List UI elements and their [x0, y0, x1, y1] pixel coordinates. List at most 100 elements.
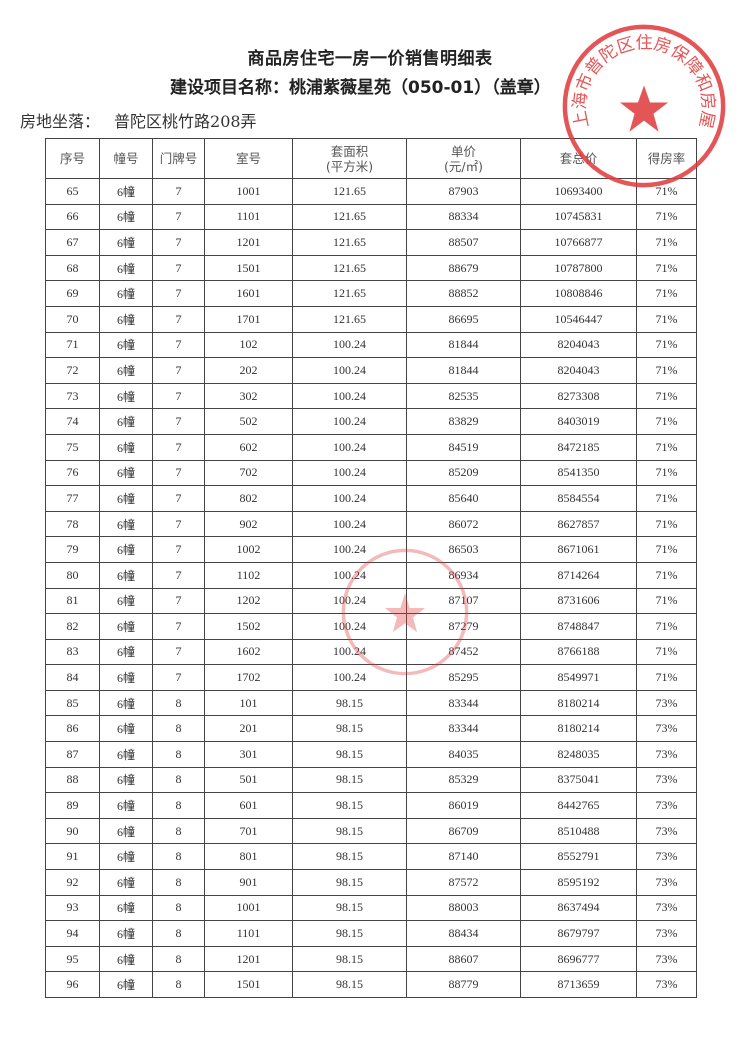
cell-unit-price: 87107	[406, 587, 521, 615]
table-row: 83 6幢 7 1602 100.24 87452 8766188 71%	[45, 638, 697, 666]
cell-efficiency-rate: 73%	[636, 689, 697, 717]
cell-building: 6幢	[99, 613, 153, 640]
cell-seq: 92	[45, 869, 100, 896]
cell-building: 6幢	[99, 357, 153, 384]
cell-efficiency-rate: 71%	[636, 561, 697, 589]
cell-door-number: 7	[152, 485, 205, 512]
cell-total-price: 8637494	[520, 894, 637, 922]
cell-area: 100.24	[292, 510, 407, 538]
header-door-number: 门牌号	[152, 138, 205, 179]
table-row: 82 6幢 7 1502 100.24 87279 8748847 71%	[45, 613, 697, 640]
cell-unit-price: 88779	[406, 971, 521, 998]
cell-door-number: 8	[152, 792, 205, 819]
cell-door-number: 8	[152, 741, 205, 768]
cell-door-number: 7	[152, 561, 205, 589]
cell-efficiency-rate: 73%	[636, 920, 697, 947]
cell-room: 102	[204, 331, 293, 359]
cell-area: 98.15	[292, 817, 407, 845]
cell-seq: 84	[45, 664, 100, 691]
cell-door-number: 7	[152, 382, 205, 410]
table-row: 88 6幢 8 501 98.15 85329 8375041 73%	[45, 766, 697, 794]
cell-seq: 79	[45, 536, 100, 563]
cell-room: 302	[204, 382, 293, 410]
cell-total-price: 8731606	[520, 587, 637, 615]
cell-unit-price: 86503	[406, 536, 521, 563]
cell-efficiency-rate: 71%	[636, 536, 697, 563]
cell-unit-price: 81844	[406, 357, 521, 384]
cell-seq: 85	[45, 689, 100, 717]
table-row: 69 6幢 7 1601 121.65 88852 10808846 71%	[45, 280, 697, 307]
cell-efficiency-rate: 71%	[636, 331, 697, 359]
cell-unit-price: 87572	[406, 869, 521, 896]
cell-total-price: 10745831	[520, 203, 637, 231]
cell-seq: 70	[45, 305, 100, 333]
table-row: 91 6幢 8 801 98.15 87140 8552791 73%	[45, 843, 697, 871]
cell-area: 100.24	[292, 382, 407, 410]
cell-building: 6幢	[99, 766, 153, 794]
cell-efficiency-rate: 71%	[636, 510, 697, 538]
cell-building: 6幢	[99, 920, 153, 947]
cell-area: 98.15	[292, 945, 407, 973]
table-row: 75 6幢 7 602 100.24 84519 8472185 71%	[45, 433, 697, 461]
cell-room: 902	[204, 510, 293, 538]
cell-efficiency-rate: 73%	[636, 817, 697, 845]
cell-efficiency-rate: 73%	[636, 766, 697, 794]
cell-unit-price: 85295	[406, 664, 521, 691]
cell-room: 1002	[204, 536, 293, 563]
cell-door-number: 8	[152, 766, 205, 794]
cell-total-price: 8552791	[520, 843, 637, 871]
cell-door-number: 8	[152, 945, 205, 973]
cell-area: 121.65	[292, 203, 407, 231]
project-name: 建设项目名称：桃浦紫薇星苑（050-01）（盖章）	[170, 78, 551, 98]
cell-area: 98.15	[292, 792, 407, 819]
cell-unit-price: 86072	[406, 510, 521, 538]
cell-seq: 76	[45, 459, 100, 487]
table-row: 94 6幢 8 1101 98.15 88434 8679797 73%	[45, 920, 697, 947]
cell-efficiency-rate: 71%	[636, 664, 697, 691]
cell-unit-price: 81844	[406, 331, 521, 359]
table-row: 80 6幢 7 1102 100.24 86934 8714264 71%	[45, 561, 697, 589]
cell-building: 6幢	[99, 638, 153, 666]
cell-building: 6幢	[99, 510, 153, 538]
cell-seq: 80	[45, 561, 100, 589]
cell-room: 501	[204, 766, 293, 794]
cell-area: 100.24	[292, 561, 407, 589]
cell-seq: 95	[45, 945, 100, 973]
cell-efficiency-rate: 71%	[636, 613, 697, 640]
cell-total-price: 8442765	[520, 792, 637, 819]
cell-total-price: 8510488	[520, 817, 637, 845]
cell-building: 6幢	[99, 843, 153, 871]
cell-unit-price: 87903	[406, 178, 521, 205]
cell-room: 601	[204, 792, 293, 819]
cell-efficiency-rate: 71%	[636, 638, 697, 666]
cell-unit-price: 88679	[406, 254, 521, 282]
cell-building: 6幢	[99, 869, 153, 896]
cell-door-number: 8	[152, 843, 205, 871]
cell-area: 98.15	[292, 894, 407, 922]
cell-door-number: 7	[152, 638, 205, 666]
cell-total-price: 8713659	[520, 971, 637, 998]
cell-area: 121.65	[292, 178, 407, 205]
table-row: 95 6幢 8 1201 98.15 88607 8696777 73%	[45, 945, 697, 973]
cell-unit-price: 87452	[406, 638, 521, 666]
cell-room: 1702	[204, 664, 293, 691]
cell-door-number: 7	[152, 510, 205, 538]
cell-seq: 88	[45, 766, 100, 794]
cell-building: 6幢	[99, 203, 153, 231]
cell-unit-price: 88334	[406, 203, 521, 231]
table-row: 90 6幢 8 701 98.15 86709 8510488 73%	[45, 817, 697, 845]
cell-room: 702	[204, 459, 293, 487]
cell-seq: 96	[45, 971, 100, 998]
cell-seq: 77	[45, 485, 100, 512]
table-row: 89 6幢 8 601 98.15 86019 8442765 73%	[45, 792, 697, 819]
cell-efficiency-rate: 73%	[636, 843, 697, 871]
cell-room: 101	[204, 689, 293, 717]
cell-room: 301	[204, 741, 293, 768]
cell-area: 98.15	[292, 843, 407, 871]
cell-room: 802	[204, 485, 293, 512]
cell-efficiency-rate: 71%	[636, 229, 697, 256]
cell-door-number: 7	[152, 254, 205, 282]
cell-efficiency-rate: 71%	[636, 433, 697, 461]
cell-unit-price: 88852	[406, 280, 521, 307]
cell-room: 1201	[204, 229, 293, 256]
